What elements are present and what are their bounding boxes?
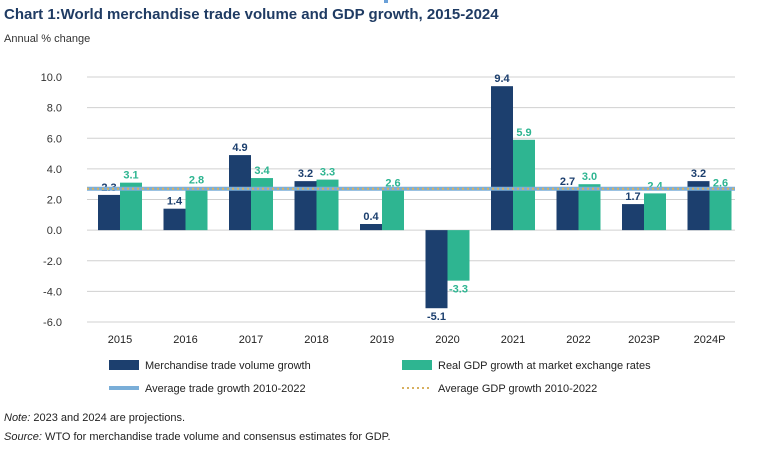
trade-bar xyxy=(98,194,120,231)
x-tick-label: 2023P xyxy=(628,334,660,346)
gdp-value-label: 5.9 xyxy=(516,127,531,139)
gdp-value-label: 3.1 xyxy=(123,170,138,182)
y-tick-label: 4.0 xyxy=(47,164,62,176)
x-tick-label: 2015 xyxy=(108,334,132,346)
x-tick-label: 2024P xyxy=(694,334,726,346)
legend-avg-gdp-label: Average GDP growth 2010-2022 xyxy=(438,383,597,395)
trade-value-label: 1.7 xyxy=(625,191,640,203)
trade-bar xyxy=(425,230,448,309)
source-line: Source: WTO for merchandise trade volume… xyxy=(4,431,391,443)
trade-bar xyxy=(556,188,579,231)
source-text: WTO for merchandise trade volume and con… xyxy=(41,431,391,443)
gdp-value-label: 2.6 xyxy=(385,177,400,189)
y-tick-label: 6.0 xyxy=(47,133,62,145)
note-line: Note: 2023 and 2024 are projections. xyxy=(4,412,185,424)
gdp-value-label: 3.4 xyxy=(254,165,270,177)
note-label: Note: xyxy=(4,412,31,424)
trade-value-label: 2.7 xyxy=(560,176,575,188)
x-tick-label: 2021 xyxy=(501,334,525,346)
y-tick-label: 0.0 xyxy=(47,225,62,237)
gdp-bar xyxy=(316,179,339,231)
trade-value-label: 9.4 xyxy=(494,73,510,85)
top-marker xyxy=(384,0,388,3)
trade-value-label: -5.1 xyxy=(427,311,446,323)
trade-value-label: 3.2 xyxy=(691,168,706,180)
y-tick-label: 2.0 xyxy=(47,195,62,207)
gdp-bar xyxy=(120,182,142,231)
trade-value-label: 0.4 xyxy=(363,211,379,223)
gdp-bar xyxy=(709,190,732,231)
y-tick-label: -4.0 xyxy=(43,286,62,298)
legend-gdp-label: Real GDP growth at market exchange rates xyxy=(438,360,651,372)
y-tick-label: 8.0 xyxy=(47,103,62,115)
trade-bar xyxy=(229,155,251,231)
gdp-bar xyxy=(447,230,470,281)
gdp-value-label: 3.3 xyxy=(320,167,335,179)
y-tick-label: -6.0 xyxy=(43,317,62,329)
note-text: 2023 and 2024 are projections. xyxy=(30,412,186,424)
gdp-bar xyxy=(185,187,208,231)
trade-value-label: 1.4 xyxy=(167,196,183,208)
y-tick-label: 10.0 xyxy=(41,72,62,84)
chart-title: Chart 1:World merchandise trade volume a… xyxy=(4,6,499,23)
legend-trade-label: Merchandise trade volume growth xyxy=(145,360,311,372)
trade-bar xyxy=(687,181,710,231)
legend-gdp-swatch xyxy=(402,360,432,370)
trade-value-label: 3.2 xyxy=(298,168,313,180)
x-tick-label: 2018 xyxy=(304,334,328,346)
legend-avg-trade-label: Average trade growth 2010-2022 xyxy=(145,383,306,395)
trade-bar xyxy=(360,224,382,231)
chart-subtitle: Annual % change xyxy=(4,33,91,45)
gdp-bar xyxy=(644,193,666,231)
gdp-value-label: 2.6 xyxy=(713,177,728,189)
gdp-bar xyxy=(578,184,601,231)
x-tick-label: 2016 xyxy=(173,334,197,346)
source-label: Source: xyxy=(4,431,42,443)
legend-trade-swatch xyxy=(109,360,139,370)
gdp-bar xyxy=(513,139,535,231)
x-tick-label: 2019 xyxy=(370,334,394,346)
gdp-bar xyxy=(382,190,404,231)
gdp-value-label: -3.3 xyxy=(449,284,468,296)
x-tick-label: 2022 xyxy=(566,334,590,346)
trade-bar xyxy=(294,181,317,231)
x-tick-label: 2017 xyxy=(239,334,263,346)
gdp-value-label: 2.8 xyxy=(189,174,204,186)
x-tick-label: 2020 xyxy=(435,334,459,346)
trade-bar xyxy=(622,204,644,231)
trade-value-label: 4.9 xyxy=(232,142,247,154)
trade-bar xyxy=(491,86,513,231)
gdp-bar xyxy=(251,178,273,231)
trade-bar xyxy=(163,208,186,231)
gdp-value-label: 3.0 xyxy=(582,171,597,183)
y-tick-label: -2.0 xyxy=(43,256,62,268)
